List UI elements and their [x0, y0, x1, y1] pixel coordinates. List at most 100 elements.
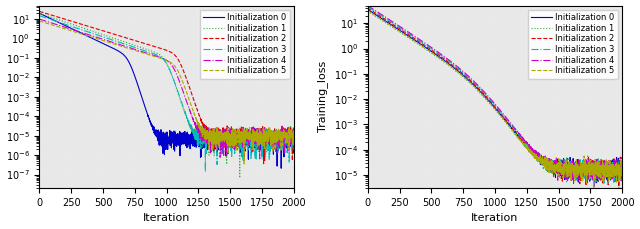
Initialization 3: [516, 136, 524, 138]
Initialization 2: [58, 17, 66, 20]
Initialization 4: [245, 132, 253, 135]
Initialization 1: [42, 14, 49, 16]
Initialization 5: [573, 163, 581, 166]
Initialization 0: [277, 167, 285, 170]
Line: Initialization 4: Initialization 4: [368, 5, 622, 193]
Initialization 3: [387, 20, 394, 23]
Initialization 2: [49, 14, 57, 17]
Initialization 0: [49, 18, 57, 21]
Initialization 3: [245, 134, 253, 137]
Initialization 5: [369, 13, 377, 16]
Initialization 3: [618, 160, 626, 163]
Initialization 2: [245, 138, 253, 141]
Initialization 0: [364, 8, 372, 11]
Initialization 4: [36, 18, 44, 21]
Initialization 1: [189, 128, 196, 130]
X-axis label: Iteration: Iteration: [143, 213, 190, 224]
Initialization 1: [49, 16, 57, 19]
Initialization 3: [36, 14, 44, 17]
Initialization 3: [600, 182, 608, 185]
Line: Initialization 5: Initialization 5: [368, 11, 622, 193]
Line: Initialization 5: Initialization 5: [40, 21, 294, 164]
Initialization 1: [387, 25, 394, 27]
Initialization 0: [458, 73, 466, 76]
Initialization 2: [364, 7, 372, 9]
Initialization 0: [573, 172, 581, 175]
Initialization 2: [189, 94, 196, 97]
Initialization 4: [58, 25, 66, 28]
Initialization 2: [42, 12, 49, 14]
Initialization 4: [458, 69, 466, 72]
Initialization 1: [378, 19, 385, 22]
Initialization 0: [618, 168, 626, 171]
Initialization 0: [42, 15, 49, 17]
Initialization 3: [130, 46, 138, 49]
Initialization 5: [364, 9, 372, 12]
Initialization 3: [189, 127, 196, 130]
Initialization 2: [615, 188, 623, 191]
Initialization 1: [516, 139, 524, 142]
Initialization 3: [202, 170, 209, 173]
Line: Initialization 3: Initialization 3: [368, 7, 622, 183]
Line: Initialization 0: Initialization 0: [368, 9, 622, 186]
Initialization 4: [364, 4, 372, 7]
Initialization 0: [378, 17, 385, 20]
Line: Initialization 0: Initialization 0: [40, 13, 294, 168]
Initialization 4: [290, 134, 298, 137]
Initialization 1: [364, 10, 372, 13]
Initialization 1: [58, 19, 66, 22]
Initialization 1: [593, 181, 600, 184]
Initialization 1: [130, 44, 138, 46]
Initialization 0: [189, 133, 196, 136]
Initialization 4: [256, 157, 264, 160]
Initialization 2: [369, 10, 377, 13]
Line: Initialization 1: Initialization 1: [40, 13, 294, 178]
Initialization 3: [42, 16, 49, 19]
Initialization 4: [516, 134, 524, 136]
Initialization 5: [290, 131, 298, 134]
Legend: Initialization 0, Initialization 1, Initialization 2, Initialization 3, Initiali: Initialization 0, Initialization 1, Init…: [528, 10, 618, 79]
Initialization 5: [618, 165, 626, 167]
Initialization 0: [590, 185, 598, 188]
Initialization 4: [618, 166, 626, 168]
Initialization 0: [290, 141, 298, 144]
Initialization 4: [573, 170, 581, 173]
Initialization 5: [240, 162, 248, 165]
Initialization 1: [618, 169, 626, 172]
Initialization 0: [387, 23, 394, 26]
Initialization 1: [573, 169, 581, 171]
Initialization 3: [369, 9, 377, 12]
Initialization 2: [618, 169, 626, 172]
Line: Initialization 2: Initialization 2: [368, 8, 622, 190]
Initialization 2: [260, 162, 268, 165]
Initialization 4: [49, 22, 57, 25]
Initialization 5: [36, 20, 44, 22]
Initialization 5: [590, 191, 598, 194]
Initialization 4: [189, 116, 196, 119]
Initialization 3: [364, 5, 372, 8]
Initialization 1: [458, 75, 466, 78]
Initialization 5: [130, 49, 138, 52]
Initialization 1: [36, 12, 44, 15]
Initialization 0: [516, 138, 524, 141]
Initialization 2: [130, 39, 138, 41]
Line: Initialization 1: Initialization 1: [368, 11, 622, 183]
Initialization 2: [387, 21, 394, 24]
Initialization 2: [36, 10, 44, 13]
Initialization 5: [378, 18, 385, 21]
Initialization 3: [290, 145, 298, 148]
Initialization 0: [369, 12, 377, 15]
Initialization 2: [458, 72, 466, 74]
Initialization 3: [49, 19, 57, 22]
Initialization 2: [573, 170, 581, 173]
Initialization 5: [42, 21, 49, 24]
Initialization 3: [58, 22, 66, 25]
Initialization 0: [36, 12, 44, 15]
Initialization 3: [573, 176, 581, 179]
Initialization 4: [42, 19, 49, 22]
Initialization 5: [189, 107, 196, 110]
Line: Initialization 3: Initialization 3: [40, 16, 294, 172]
Initialization 4: [590, 191, 598, 194]
Initialization 1: [236, 177, 244, 179]
Initialization 0: [58, 23, 66, 25]
